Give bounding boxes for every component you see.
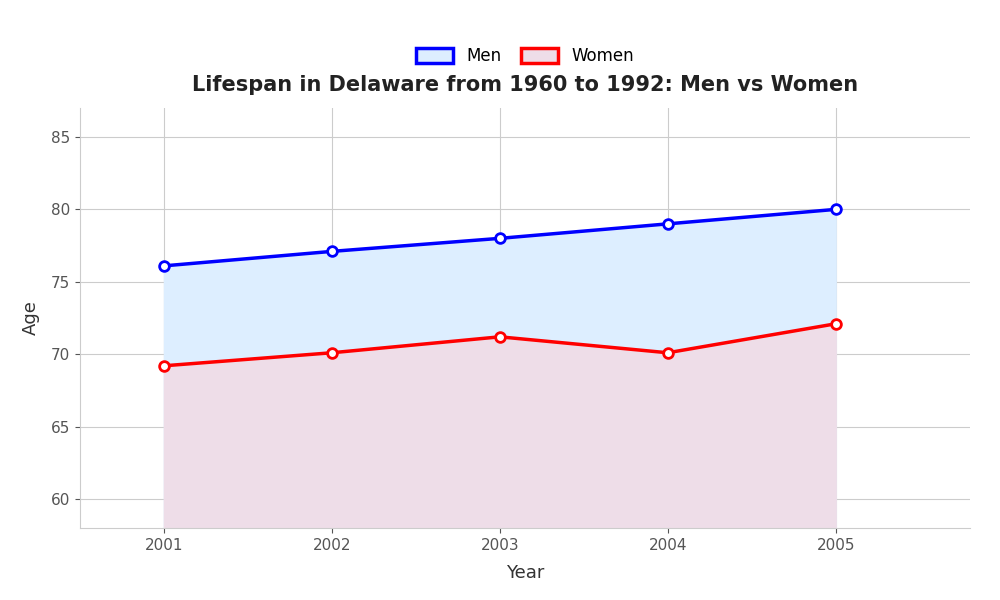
Y-axis label: Age: Age (22, 301, 40, 335)
Title: Lifespan in Delaware from 1960 to 1992: Men vs Women: Lifespan in Delaware from 1960 to 1992: … (192, 76, 858, 95)
X-axis label: Year: Year (506, 564, 544, 582)
Legend: Men, Women: Men, Women (409, 41, 641, 72)
